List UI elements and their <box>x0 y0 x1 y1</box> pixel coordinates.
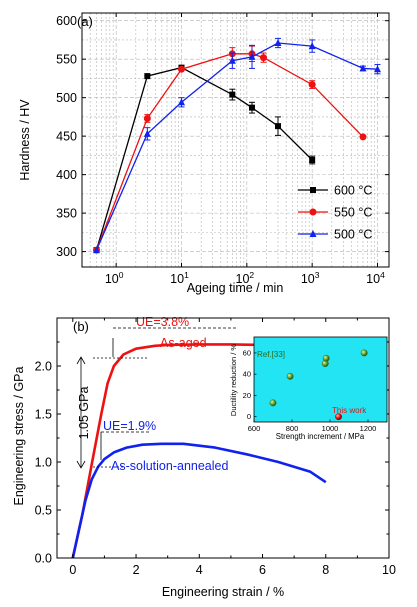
x-tick-label: 104 <box>366 270 385 286</box>
inset-x-axis-label: Strength increment / MPa <box>276 432 365 441</box>
y-tick-label: 600 <box>56 14 77 28</box>
y-tick-label: 1.0 <box>35 456 52 470</box>
y-tick-label: 300 <box>56 245 77 259</box>
hardness-axes-frame <box>81 12 390 268</box>
inset-point <box>322 354 330 362</box>
inset-x-tick-label: 600 <box>248 424 261 433</box>
inset-this-work-label: This work <box>332 406 367 415</box>
inset-y-tick-label: 40 <box>243 370 251 379</box>
inset-y-tick-label: 20 <box>243 391 251 400</box>
hardness-point <box>92 246 100 254</box>
gap-arrow-head-bottom <box>76 460 86 469</box>
x-tick-label: 8 <box>322 563 329 577</box>
stress-strain-ticks: 0.0 0.5 1.0 1.5 2.0 0 2 4 6 8 10 <box>35 318 396 577</box>
stress-strain-annotations: 1.05 GPa UE=3.8% As-aged UE=1.9% As-solu… <box>76 315 236 473</box>
x-tick-label: 4 <box>196 563 203 577</box>
inset-ref-label: Ref.[33] <box>257 350 285 359</box>
legend-marker <box>309 230 317 237</box>
x-tick-label: 2 <box>133 563 140 577</box>
ue-annealed-label: UE=1.9% <box>103 419 156 433</box>
x-tick-label: 0 <box>69 563 76 577</box>
hardness-point <box>228 56 236 64</box>
legend-label: 500 °C <box>334 228 372 242</box>
legend-marker <box>310 187 316 193</box>
hardness-point <box>177 65 185 73</box>
gap-label: 1.05 GPa <box>77 387 91 440</box>
hardness-point <box>275 123 282 130</box>
hardness-point <box>248 52 256 60</box>
hardness-grid <box>81 13 389 267</box>
hardness-point <box>143 129 151 137</box>
legend-marker <box>309 208 317 216</box>
inset-y-tick-label: 0 <box>247 412 251 421</box>
hardness-point <box>229 91 236 98</box>
hardness-point <box>177 98 185 106</box>
hardness-x-axis-label: Ageing time / min <box>187 281 284 295</box>
y-tick-label: 400 <box>56 168 77 182</box>
hardness-point <box>308 81 316 89</box>
inset-x-tick-label: 1200 <box>360 424 377 433</box>
inset-x-tick-label: 1000 <box>322 424 339 433</box>
panel-a-label: (a) <box>77 14 93 29</box>
hardness-y-axis-label: Hardness / HV <box>18 99 32 181</box>
hardness-point <box>308 42 316 50</box>
y-tick-label: 1.5 <box>35 408 52 422</box>
hardness-series <box>92 37 381 254</box>
x-tick-exponent: 3 <box>315 270 320 280</box>
stress-strain-y-axis-label: Engineering stress / GPa <box>12 366 26 505</box>
panel-b-label: (b) <box>73 319 89 334</box>
y-tick-label: 350 <box>56 207 77 221</box>
hardness-point <box>274 39 282 47</box>
x-tick-label: 103 <box>301 270 320 286</box>
hardness-point <box>373 65 381 73</box>
y-tick-label: 0.0 <box>35 552 52 566</box>
inset-point <box>360 349 368 357</box>
stress-strain-curve <box>71 442 327 559</box>
y-tick-label: 500 <box>56 91 77 105</box>
x-tick-label: 10 <box>382 563 396 577</box>
x-tick-exponent: 4 <box>380 270 385 280</box>
y-tick-label: 0.5 <box>35 504 52 518</box>
hardness-line <box>95 66 313 251</box>
hardness-point <box>309 157 316 164</box>
hardness-point <box>260 54 268 62</box>
as-aged-label: As-aged <box>160 336 207 350</box>
gap-arrow-head-top <box>76 356 86 365</box>
x-tick-exponent: 1 <box>184 270 189 280</box>
y-tick-label: 550 <box>56 53 77 67</box>
inset-x-tick-label: 800 <box>286 424 299 433</box>
ue-aged-label: UE=3.8% <box>136 315 189 329</box>
as-solution-annealed-label: As-solution-annealed <box>111 459 228 473</box>
hardness-line <box>95 53 364 251</box>
hardness-legend: 600 °C 550 °C 500 °C <box>298 184 372 242</box>
x-tick-exponent: 0 <box>119 270 124 280</box>
hardness-point <box>359 133 367 141</box>
inset-point <box>335 413 342 421</box>
hardness-point <box>144 73 151 80</box>
hardness-point <box>359 64 367 72</box>
legend-label: 600 °C <box>334 184 372 198</box>
stress-strain-x-axis-label: Engineering strain / % <box>162 585 284 599</box>
inset-y-tick-label: 60 <box>243 348 251 357</box>
inset-ticks: 600 800 1000 1200 0 20 40 60 <box>243 348 377 433</box>
inset-point <box>286 372 294 380</box>
inset-chart: 600 800 1000 1200 0 20 40 60 Ref.[33] This work… <box>229 336 388 441</box>
stress-strain-chart: 1.05 GPa UE=3.8% As-aged UE=1.9% As-solu… <box>12 315 396 599</box>
y-tick-label: 450 <box>56 130 77 144</box>
x-tick-label: 100 <box>105 270 124 286</box>
inset-point <box>269 399 277 407</box>
legend-label: 550 °C <box>334 206 372 220</box>
hardness-point <box>143 114 151 122</box>
y-tick-label: 2.0 <box>35 360 52 374</box>
x-tick-label: 6 <box>259 563 266 577</box>
hardness-point <box>249 104 256 111</box>
inset-y-axis-label: Ductility reduction / % <box>229 344 238 416</box>
inset-points <box>269 349 368 421</box>
x-tick-exponent: 2 <box>249 270 254 280</box>
